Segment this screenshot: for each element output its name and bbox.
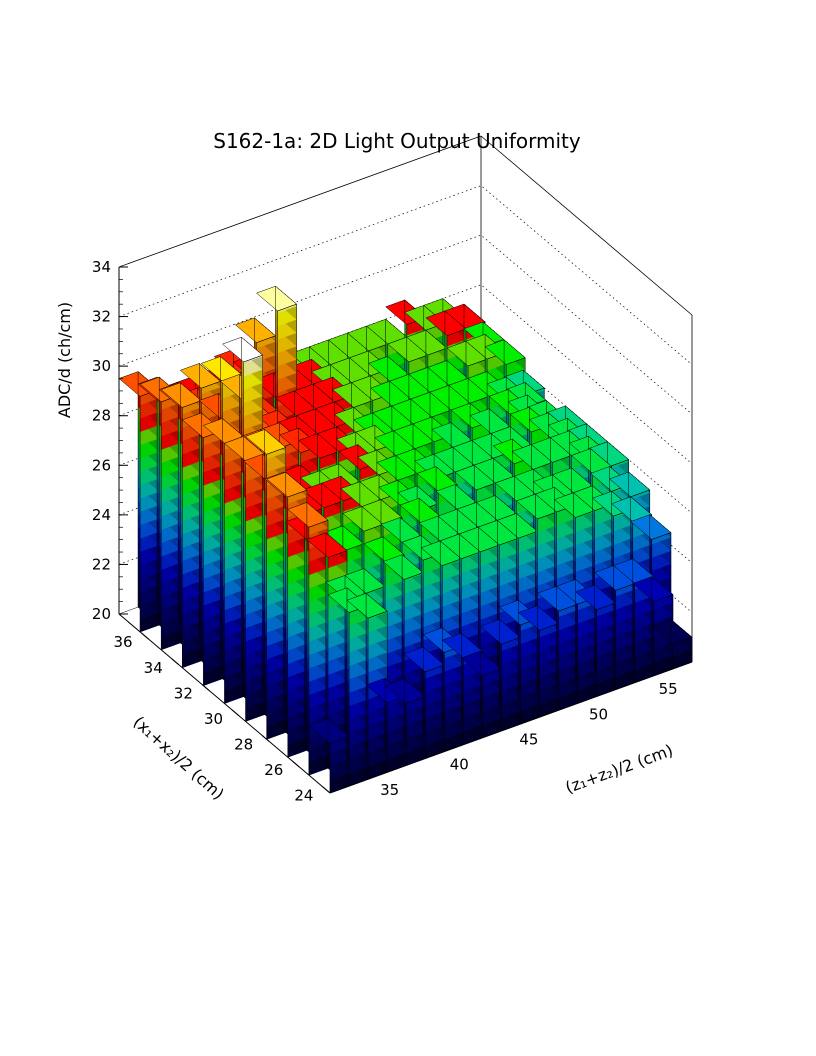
bars	[118, 285, 693, 794]
bar-outline	[222, 417, 244, 679]
bar	[245, 428, 287, 740]
bar-outline	[264, 428, 286, 715]
frame-line	[480, 135, 693, 316]
bar-outline	[220, 355, 242, 654]
bar	[202, 417, 245, 704]
frame-line	[118, 135, 482, 268]
bar	[160, 382, 202, 668]
chart-title: S162-1a: 2D Light Output Uniformity	[213, 129, 581, 153]
bar-outline	[199, 362, 221, 636]
bar-outline	[243, 435, 265, 697]
bar-outline	[285, 471, 308, 733]
bar-outline	[241, 336, 263, 672]
bar	[118, 371, 160, 633]
bar	[266, 471, 308, 758]
bar-outline	[180, 382, 202, 643]
